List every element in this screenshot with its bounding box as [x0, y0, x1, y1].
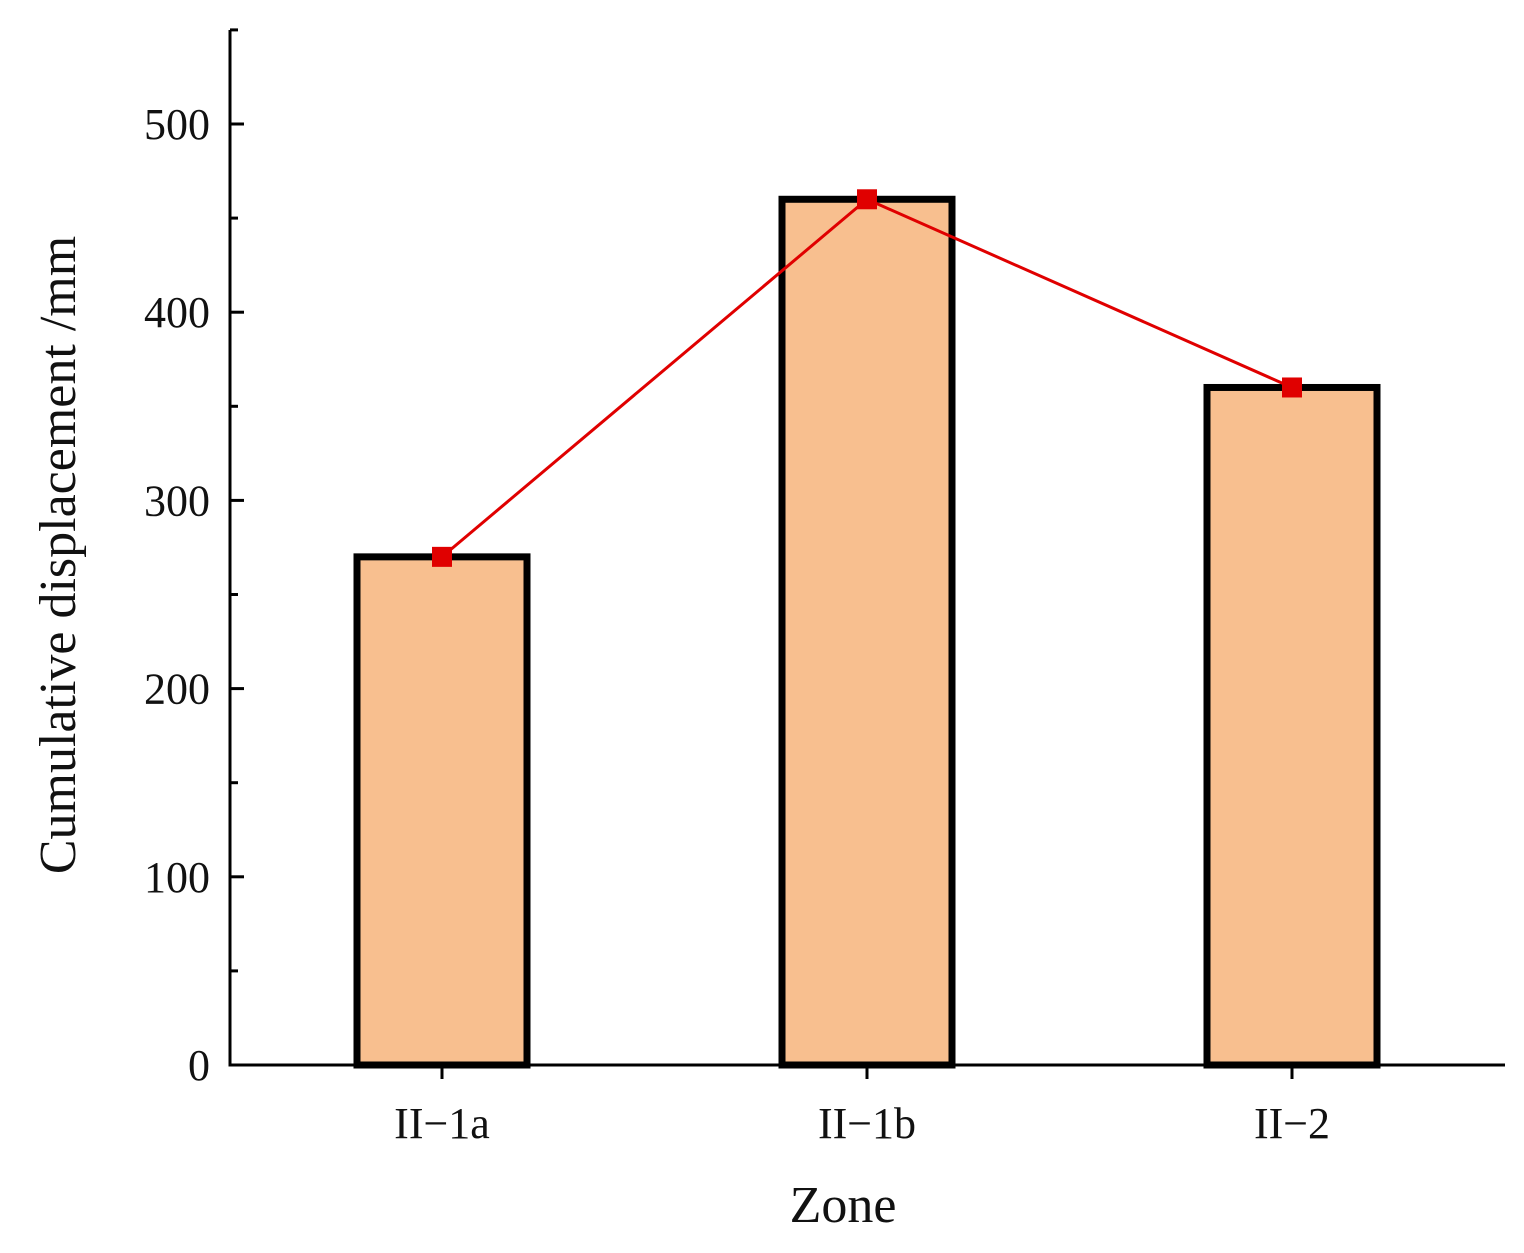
line-marker-0	[432, 546, 452, 567]
line-marker-1	[857, 189, 877, 210]
y-tick-label: 500	[144, 100, 210, 149]
x-tick-label: II−2	[1254, 1099, 1330, 1148]
y-tick-label: 300	[144, 476, 210, 525]
bar-0	[353, 553, 531, 1069]
line-marker-2	[1282, 377, 1302, 398]
y-tick-label: 200	[144, 665, 210, 714]
y-axis-title: Cumulative displacement /mm	[30, 236, 87, 874]
labels-layer: 0 100 200 300 400 500 II−1a II−1b II−2	[144, 100, 1330, 1148]
y-tick-label: 400	[144, 288, 210, 337]
x-tick-label: II−1b	[818, 1099, 916, 1148]
bar-1	[778, 195, 956, 1069]
axes-layer	[228, 28, 1505, 1079]
y-tick-label: 0	[188, 1041, 210, 1090]
bars-layer	[353, 195, 1381, 1069]
bar-2	[1203, 383, 1381, 1069]
x-tick-label: II−1a	[394, 1099, 490, 1148]
y-tick-label: 100	[144, 853, 210, 902]
line-layer	[432, 189, 1302, 567]
x-axis-title: Zone	[790, 1177, 897, 1234]
